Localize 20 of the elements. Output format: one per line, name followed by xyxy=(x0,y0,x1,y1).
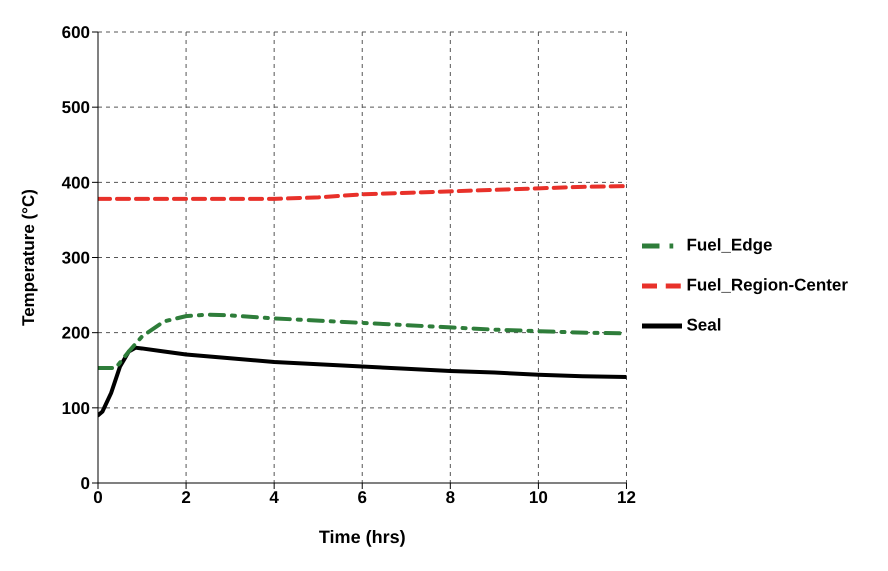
y-tick-label: 600 xyxy=(62,23,90,42)
x-tick-label: 4 xyxy=(269,488,280,508)
y-tick-label: 300 xyxy=(62,248,90,268)
y-tick-label: 0 xyxy=(80,474,90,494)
legend-label: Fuel_Edge xyxy=(686,234,772,254)
y-tick-label: 100 xyxy=(62,398,90,418)
x-tick-label: 12 xyxy=(617,488,636,508)
x-axis-title: Time (hrs) xyxy=(318,527,406,547)
x-tick-label: 0 xyxy=(93,488,103,508)
x-tick-label: 8 xyxy=(446,488,456,508)
legend-label: Seal xyxy=(686,314,722,334)
y-tick-label: 500 xyxy=(62,98,90,118)
y-tick-label: 400 xyxy=(62,173,90,192)
line-series xyxy=(98,184,626,201)
legend-label: Fuel_Region-Center xyxy=(686,274,848,294)
y-axis-title: Temperature (°C) xyxy=(19,189,38,326)
x-tick-label: 10 xyxy=(528,488,548,508)
x-tick-label: 6 xyxy=(358,488,367,508)
y-tick-label: 200 xyxy=(62,324,90,343)
x-tick-label: 2 xyxy=(181,488,191,508)
